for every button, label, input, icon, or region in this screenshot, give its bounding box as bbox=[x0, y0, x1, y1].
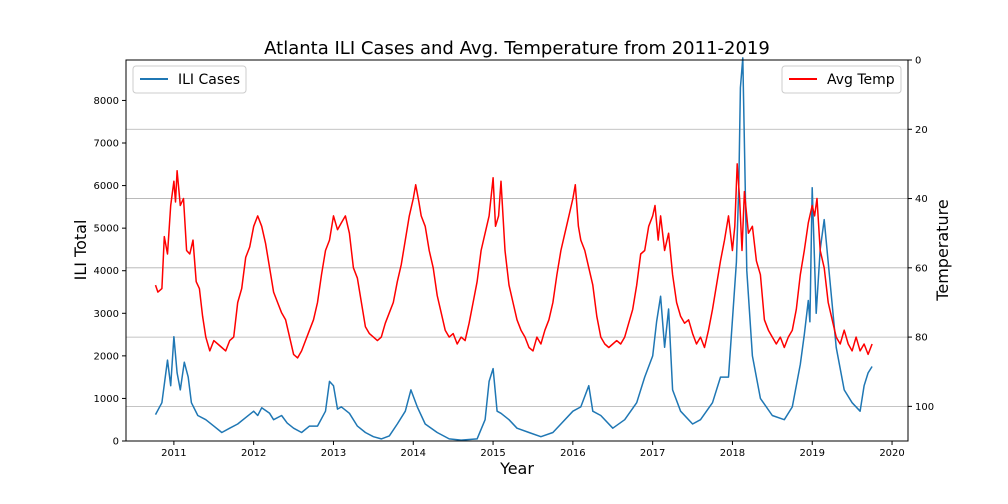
legend-ili-label: ILI Cases bbox=[178, 72, 240, 88]
x-tick-label: 2013 bbox=[321, 448, 346, 459]
y-left-tick-label: 0 bbox=[113, 437, 119, 448]
legend-temp: Avg Temp bbox=[781, 65, 902, 94]
x-axis-title: Year bbox=[499, 459, 534, 478]
y-right-tick-label: 100 bbox=[915, 402, 934, 413]
legend-ili: ILI Cases bbox=[132, 65, 247, 94]
plot-frame bbox=[125, 59, 909, 442]
y-left-tick-label: 8000 bbox=[94, 96, 119, 107]
x-tick-label: 2018 bbox=[720, 448, 745, 459]
left-axis: 0 1000 2000 3000 4000 5000 6000 7000 8000 bbox=[94, 96, 126, 448]
y-right-tick-label: 80 bbox=[915, 333, 928, 344]
x-tick-label: 2020 bbox=[879, 448, 904, 459]
y-left-tick-label: 2000 bbox=[94, 351, 119, 362]
y-left-tick-label: 4000 bbox=[94, 266, 119, 277]
y-left-tick-label: 7000 bbox=[94, 139, 119, 150]
y-right-tick-label: 40 bbox=[915, 194, 928, 205]
right-axis: 0 20 40 60 80 100 bbox=[908, 56, 934, 413]
x-tick-label: 2015 bbox=[480, 448, 505, 459]
y-right-axis-title: Temperature bbox=[933, 199, 952, 301]
x-tick-label: 2012 bbox=[241, 448, 266, 459]
series-line-avg-temp bbox=[154, 163, 873, 359]
x-tick-label: 2016 bbox=[560, 448, 585, 459]
x-tick-label: 2014 bbox=[401, 448, 426, 459]
series-layer bbox=[154, 57, 873, 441]
y-left-tick-label: 5000 bbox=[94, 224, 119, 235]
x-tick-label: 2017 bbox=[640, 448, 665, 459]
x-tick-label: 2011 bbox=[161, 448, 186, 459]
y-right-tick-label: 60 bbox=[915, 263, 928, 274]
x-tick-label: 2019 bbox=[800, 448, 825, 459]
legend-temp-label: Avg Temp bbox=[827, 72, 895, 88]
chart-title: Atlanta ILI Cases and Avg. Temperature f… bbox=[264, 38, 770, 59]
legend-ili-box bbox=[132, 65, 247, 94]
y-left-axis-title: ILI Total bbox=[71, 220, 90, 281]
y-left-tick-label: 6000 bbox=[94, 181, 119, 192]
y-left-tick-label: 1000 bbox=[94, 394, 119, 405]
y-right-tick-label: 20 bbox=[915, 125, 928, 136]
y-left-tick-label: 3000 bbox=[94, 309, 119, 320]
series-line-ili-cases bbox=[154, 57, 873, 441]
x-axis: 2011 2012 2013 2014 2015 2016 2017 2018 2019 2020 bbox=[161, 441, 905, 459]
legend-temp-box bbox=[781, 65, 902, 94]
y-right-tick-label: 0 bbox=[915, 56, 921, 67]
